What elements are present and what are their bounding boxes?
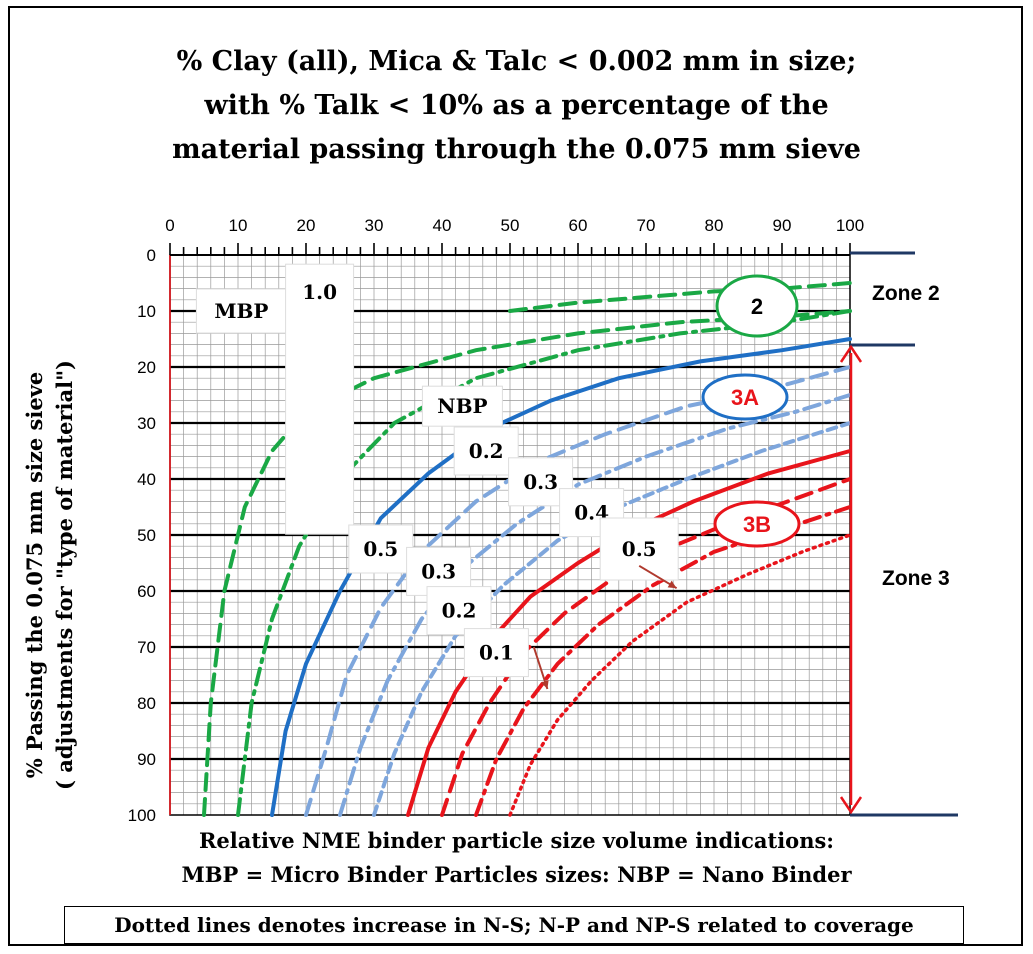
label-1-0: 1.0	[302, 280, 337, 304]
zone-3b-ellipse-label: 3B	[743, 512, 771, 537]
x-tick-label: 100	[836, 216, 864, 235]
label-box-1-0	[285, 263, 355, 535]
curve-label-3: NBP	[437, 394, 487, 418]
label-box-1	[195, 288, 287, 334]
series-line-10	[474, 505, 852, 817]
chart-title-line-3: material passing through the 0.075 mm si…	[172, 134, 861, 165]
series-line-11	[508, 533, 852, 817]
label-box-4	[453, 426, 519, 476]
pointer-arrow-0-5-head	[667, 580, 677, 589]
zone-3a-ellipse-label: 3A	[731, 385, 759, 410]
y-tick-label: 80	[137, 694, 156, 713]
x-tick-label: 60	[569, 216, 588, 235]
curve-label-1: MBP	[214, 299, 268, 323]
y-tick-label: 90	[137, 750, 156, 769]
series-line-7	[372, 421, 852, 817]
note-box: Dotted lines denotes increase in N-S; N-…	[64, 906, 964, 944]
label-box-11	[599, 517, 679, 581]
curve-label-10: 0.1	[479, 641, 514, 665]
x-tick-label: 0	[165, 216, 174, 235]
curve-label-7: 0.5	[363, 537, 398, 561]
zone-3-label: Zone 3	[882, 567, 950, 590]
y-tick-label: 100	[128, 806, 156, 825]
y-tick-label: 20	[137, 358, 156, 377]
chart-title-line-1: % Clay (all), Mica & Talc < 0.002 mm in …	[176, 46, 857, 77]
x-tick-label: 90	[773, 216, 792, 235]
zone-2-label: Zone 2	[872, 282, 940, 305]
y-tick-label: 10	[137, 302, 156, 321]
y-tick-label: 0	[147, 246, 156, 265]
curve-label-11: 0.5	[622, 537, 657, 561]
x-tick-label: 20	[297, 216, 316, 235]
zone-3-arrow-top	[839, 344, 863, 363]
x-tick-label: 80	[705, 216, 724, 235]
label-box-10	[463, 628, 529, 678]
x-tick-label: 10	[229, 216, 248, 235]
y-tick-label: 30	[137, 414, 156, 433]
curve-label-9: 0.2	[442, 599, 477, 623]
curve-label-5: 0.3	[523, 470, 558, 494]
label-box-9	[426, 586, 492, 636]
label-box-3	[421, 385, 503, 427]
zone-2-ellipse	[715, 274, 799, 338]
curve-label-4: 0.2	[469, 439, 504, 463]
zone-2-ellipse-label: 2	[751, 294, 763, 319]
y-tick-label: 40	[137, 470, 156, 489]
y-tick-label: 50	[137, 526, 156, 545]
series-line-2	[236, 309, 852, 817]
series-line-6	[338, 393, 852, 817]
y-tick-label: 70	[137, 638, 156, 657]
zone-3b-ellipse	[713, 500, 801, 548]
curve-label-8: 0.3	[421, 559, 456, 583]
footer-line-1: Relative NME binder particle size volume…	[198, 828, 835, 853]
y-tick-label: 60	[137, 582, 156, 601]
chart-title-line-2: with % Talk < 10% as a percentage of the	[204, 90, 829, 121]
x-tick-label: 30	[365, 216, 384, 235]
x-tick-label: 70	[637, 216, 656, 235]
zone-3-arrow-bottom	[839, 796, 863, 815]
x-tick-label: 50	[501, 216, 520, 235]
footer-line-2: MBP = Micro Binder Particles sizes: NBP …	[181, 862, 852, 887]
series-line-8	[406, 449, 852, 817]
zone-3a-ellipse	[701, 373, 789, 421]
series-line-3	[508, 281, 852, 313]
pointer-arrow-0-1-head	[541, 680, 549, 689]
x-tick-label: 40	[433, 216, 452, 235]
